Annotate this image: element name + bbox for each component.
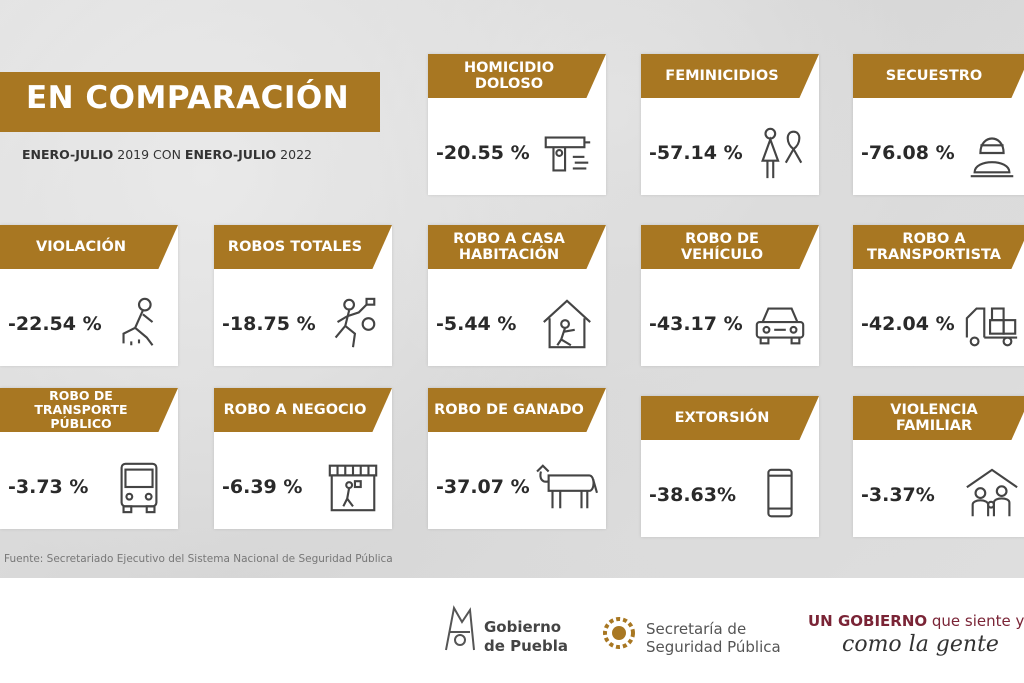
slogan-rest: que siente y piensa [931, 612, 1024, 630]
card-label: ROBOS TOTALES [227, 239, 363, 255]
card-homicidio-doloso: HOMICIDIO DOLOSO -20.55 % [428, 54, 606, 195]
ssp-line-2: Seguridad Pública [646, 638, 781, 656]
source-note: Fuente: Secretariado Ejecutivo del Siste… [4, 553, 393, 565]
card-label: HOMICIDIO DOLOSO [463, 60, 555, 92]
truck-icon [963, 295, 1021, 353]
card-header [214, 225, 392, 269]
puebla-emblem-icon [445, 605, 475, 651]
card-robos-totales: ROBOS TOTALES -18.75 % [214, 225, 392, 366]
card-label: ROBO A NEGOCIO [223, 402, 367, 418]
card-label: SECUESTRO [885, 68, 983, 84]
card-robo-vehiculo: ROBO DE VEHÍCULO -43.17 % [641, 225, 819, 366]
title-banner: EN COMPARACIÓN [0, 72, 380, 132]
card-value: -22.54 % [8, 313, 102, 335]
card-label: ROBO DE VEHÍCULO [680, 231, 764, 263]
card-header [0, 388, 178, 432]
page-title: EN COMPARACIÓN [26, 80, 350, 116]
gobierno-line-1: Gobierno [484, 618, 562, 636]
family-house-icon [963, 466, 1021, 524]
card-value: -20.55 % [436, 142, 530, 164]
card-robo-transportista: ROBO A TRANSPORTISTA -42.04 % [853, 225, 1024, 366]
card-label: VIOLACIÓN [36, 239, 126, 255]
cow-icon [532, 458, 602, 516]
ssp-logo: Secretaría de Seguridad Pública [596, 598, 791, 660]
subtitle-text-2: 2022 [276, 147, 312, 162]
card-label: EXTORSIÓN [674, 410, 770, 426]
ssp-line-1: Secretaría de [646, 620, 747, 638]
card-value: -3.73 % [8, 476, 89, 498]
card-value: -38.63% [649, 484, 737, 506]
card-header [428, 388, 606, 432]
card-header [214, 388, 392, 432]
car-icon [751, 295, 809, 353]
card-secuestro: SECUESTRO -76.08 % [853, 54, 1024, 195]
slogan-bold: UN GOBIERNO [808, 612, 928, 630]
card-value: -42.04 % [861, 313, 955, 335]
card-header [853, 54, 1024, 98]
card-header [428, 225, 606, 269]
card-violencia-familiar: VIOLENCIA FAMILIAR -3.37% [853, 396, 1024, 537]
woman-ribbon-icon [751, 124, 809, 182]
slogan-line-2: como la gente [842, 632, 999, 657]
card-value: -76.08 % [861, 142, 955, 164]
slogan: UN GOBIERNO que siente y piensa como la … [808, 598, 1024, 660]
card-robo-transporte-publico: ROBO DE TRANSPORTE PÚBLICO -3.73 % [0, 388, 178, 529]
gobierno-puebla-logo: Gobierno de Puebla [438, 598, 573, 660]
thief-running-icon [324, 295, 382, 353]
card-label: ROBO A CASA HABITACIÓN [453, 231, 565, 263]
card-value: -5.44 % [436, 313, 517, 335]
card-header [641, 396, 819, 440]
card-header [0, 225, 178, 269]
card-value: -6.39 % [222, 476, 303, 498]
gun-icon [538, 124, 596, 182]
card-label: FEMINICIDIOS [665, 68, 779, 84]
card-header [641, 225, 819, 269]
card-value: -57.14 % [649, 142, 743, 164]
subtitle-text-1: 2019 CON [113, 147, 185, 162]
hooded-person-icon [963, 124, 1021, 182]
card-feminicidios: FEMINICIDIOS -57.14 % [641, 54, 819, 195]
card-header [641, 54, 819, 98]
kneeling-person-icon [110, 295, 168, 353]
ssp-emblem-icon [603, 617, 635, 649]
house-thief-icon [538, 295, 596, 353]
gobierno-line-2: de Puebla [484, 637, 568, 655]
card-violacion: VIOLACIÓN -22.54 % [0, 225, 178, 366]
card-robo-negocio: ROBO A NEGOCIO -6.39 % [214, 388, 392, 529]
page-subtitle: ENERO-JULIO 2019 CON ENERO-JULIO 2022 [22, 147, 312, 162]
infographic-poster: EN COMPARACIÓN ENERO-JULIO 2019 CON ENER… [0, 0, 1024, 578]
bus-icon [110, 458, 168, 516]
phone-icon [751, 466, 809, 524]
subtitle-period-1: ENERO-JULIO [22, 147, 114, 162]
card-robo-ganado: ROBO DE GANADO -37.07 % [428, 388, 606, 529]
card-value: -18.75 % [222, 313, 316, 335]
card-header [853, 396, 1024, 440]
card-label: ROBO A TRANSPORTISTA [866, 231, 1002, 263]
card-label: ROBO DE TRANSPORTE PÚBLICO [34, 388, 128, 431]
card-label: ROBO DE GANADO [434, 402, 584, 418]
card-header [428, 54, 606, 98]
store-icon [324, 458, 382, 516]
subtitle-period-2: ENERO-JULIO [184, 147, 277, 162]
card-label: VIOLENCIA FAMILIAR [890, 402, 978, 434]
card-robo-casa-habitacion: ROBO A CASA HABITACIÓN -5.44 % [428, 225, 606, 366]
card-value: -37.07 % [436, 476, 530, 498]
card-value: -43.17 % [649, 313, 743, 335]
card-header [853, 225, 1024, 269]
card-value: -3.37% [861, 484, 935, 506]
card-extorsion: EXTORSIÓN -38.63% [641, 396, 819, 537]
